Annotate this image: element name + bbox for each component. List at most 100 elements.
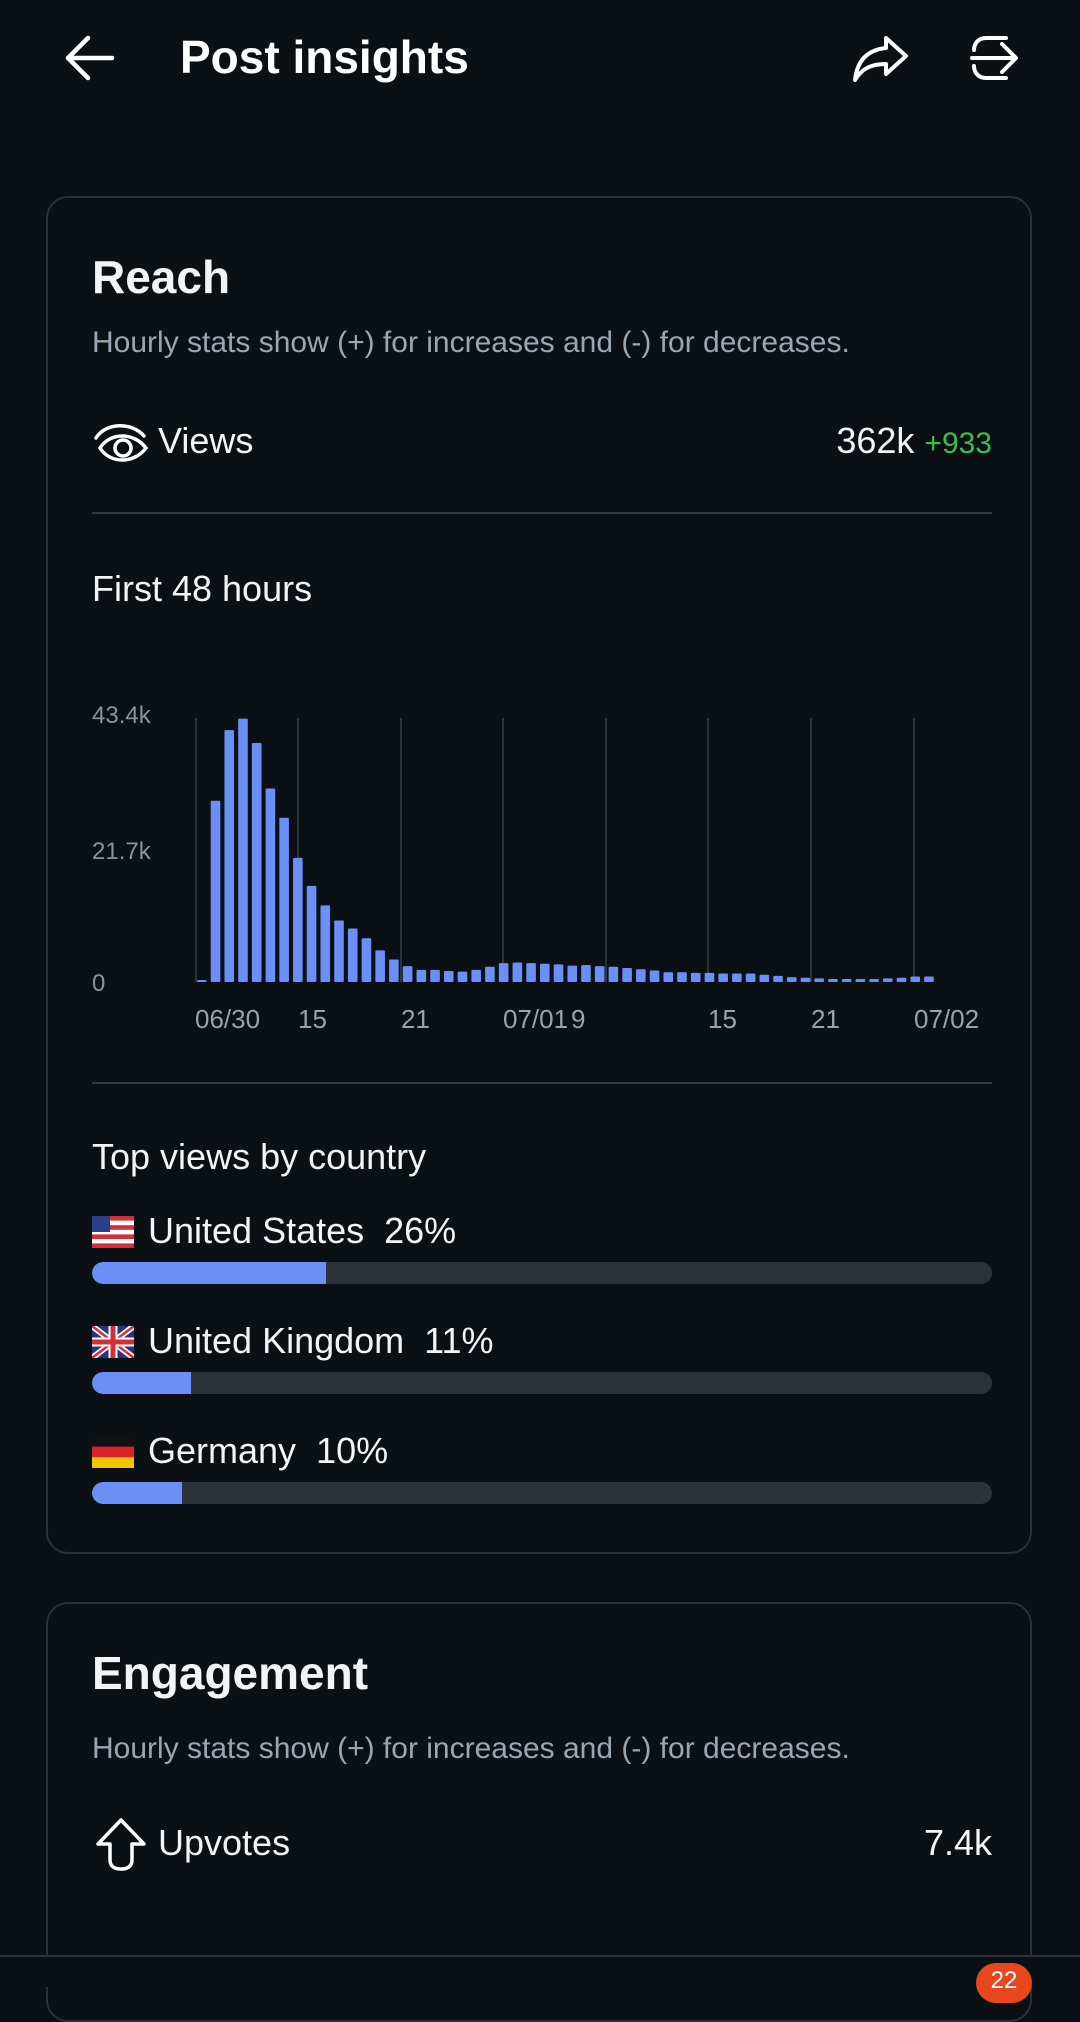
y-tick-label: 43.4k [92,702,152,729]
chart-bar[interactable] [443,971,454,982]
chart-bar[interactable] [814,978,824,982]
chart-bar[interactable] [375,950,385,982]
views-value: 362k [836,420,915,461]
country-name: Germany [148,1430,297,1471]
chart-bar[interactable] [924,976,934,982]
chart-bar[interactable] [553,964,564,982]
country-row-us: United States 26% [92,1208,992,1318]
uk-flag-icon [92,1326,134,1358]
country-percent: 26% [384,1210,457,1251]
share-icon [853,36,908,82]
chart-bar[interactable] [416,969,427,982]
chart-bar[interactable] [265,788,276,982]
chart-bar[interactable] [732,973,742,982]
chart-bar[interactable] [704,972,715,982]
chart-bar[interactable] [594,966,605,982]
country-name: United States [148,1210,365,1251]
upvotes-row: Upvotes 7.4k [92,1816,992,1872]
chart-bar[interactable] [896,977,907,982]
chart-bar[interactable] [567,965,578,982]
chart-bar[interactable] [690,972,701,982]
chart-bar[interactable] [718,973,728,982]
chart-bar[interactable] [800,977,811,982]
chart-bar[interactable] [677,972,687,982]
de-flag-icon [92,1436,134,1468]
chart-bar[interactable] [540,963,550,982]
divider [92,512,992,514]
views-delta: +933 [924,427,992,460]
back-button[interactable] [60,28,120,88]
chart-bar[interactable] [485,966,495,982]
chart-bar[interactable] [773,975,783,982]
chart-bar[interactable] [828,978,838,982]
y-tick-label: 0 [92,970,105,997]
reach-title: Reach [92,251,231,303]
chart-bar[interactable] [361,938,372,982]
country-bar [92,1262,992,1284]
chart-bar[interactable] [224,730,235,982]
engagement-title: Engagement [92,1647,369,1699]
chart-bar[interactable] [347,928,358,982]
country-row-uk: United Kingdom 11% [92,1318,992,1428]
app-header: Post insights [0,0,1080,120]
chart-bar[interactable] [210,800,221,982]
crosspost-icon [970,36,1018,80]
arrow-left-icon [65,35,115,81]
chart-bar[interactable] [581,964,591,982]
chart-bar[interactable] [471,969,481,982]
y-tick-label: 21.7k [92,838,152,865]
chart-bar[interactable] [279,817,289,982]
chart-bar[interactable] [197,980,207,982]
reach-subtitle: Hourly stats show (+) for increases and … [92,326,850,359]
x-tick-label: 15 [298,1004,327,1034]
chart-bar[interactable] [457,971,468,982]
country-bar-fill [92,1262,326,1284]
country-label: United States 26% [148,1210,456,1252]
chart-bar[interactable] [402,966,413,982]
chart-bar[interactable] [512,962,523,982]
views-bar-chart: 43.4k 21.7k 0 06/30 15 21 07/01 9 15 21 07/02 [92,702,979,1034]
chart-bar[interactable] [430,969,440,982]
divider [92,1082,992,1084]
chart-bar[interactable] [869,978,879,982]
chart-bar[interactable] [306,885,317,982]
chart-bar[interactable] [883,978,893,982]
chart-bar[interactable] [855,978,866,982]
chart-bar[interactable] [663,972,674,982]
x-tick-label: 21 [811,1004,840,1034]
chart-bar[interactable] [251,742,262,982]
chart-bar[interactable] [622,968,632,982]
chart-bar[interactable] [526,963,536,982]
chart-bar[interactable] [608,966,619,982]
chart-bar[interactable] [389,959,399,982]
inbox-badge: 22 [976,1963,1032,2003]
country-bar [92,1482,992,1504]
x-tick-label: 07/01 [503,1004,568,1034]
crosspost-button[interactable] [966,28,1028,88]
chart-title: First 48 hours [92,568,313,609]
country-label: United Kingdom 11% [148,1320,494,1362]
chart-bar[interactable] [745,973,756,982]
country-bar-fill [92,1372,191,1394]
chart-bar[interactable] [649,970,660,982]
chart-bar[interactable] [841,978,852,982]
bottom-navigation[interactable]: 22 [0,1955,1080,2003]
chart-bar[interactable] [498,963,509,982]
share-button[interactable] [850,28,912,88]
chart-bar[interactable] [759,974,770,982]
x-tick-label: 9 [571,1004,585,1034]
country-name: United Kingdom [148,1320,405,1361]
country-percent: 10% [316,1430,389,1471]
chart-bar[interactable] [910,976,921,982]
upvotes-label: Upvotes [158,1822,291,1863]
views-label: Views [158,420,254,461]
chart-bar[interactable] [293,857,303,982]
chart-bar[interactable] [320,905,331,982]
country-percent: 11% [424,1320,494,1361]
chart-bar[interactable] [786,977,797,982]
chart-bar[interactable] [238,718,248,982]
country-bar [92,1372,992,1394]
chart-bar[interactable] [636,969,646,982]
chart-bar[interactable] [334,920,344,982]
country-row-de: Germany 10% [92,1428,992,1538]
